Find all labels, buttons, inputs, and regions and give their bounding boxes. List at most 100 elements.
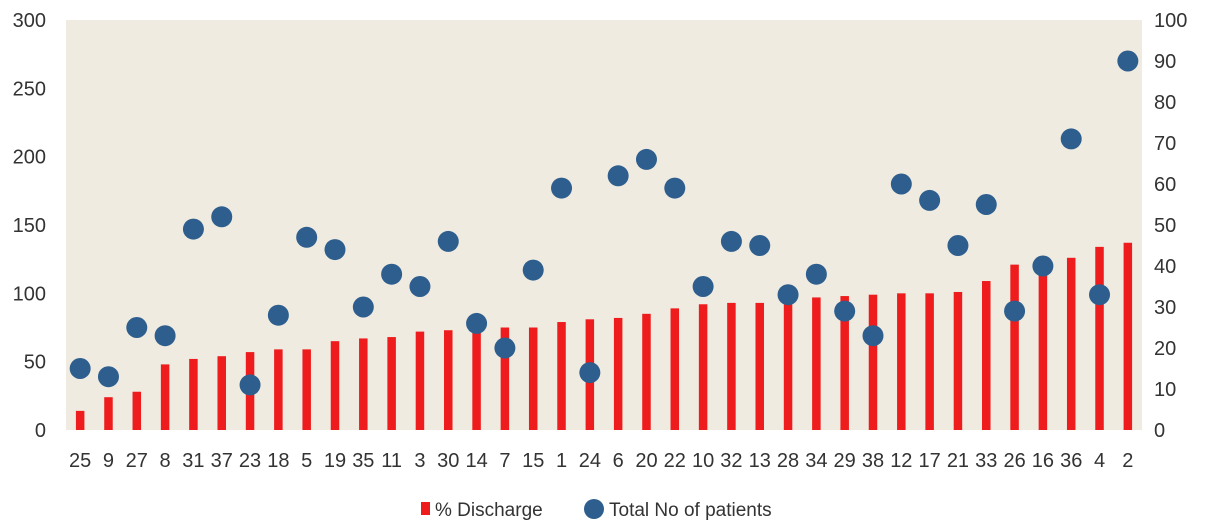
right-axis-tick-label: 60 [1154, 174, 1176, 196]
left-axis-tick-label: 250 [13, 78, 46, 100]
left-axis-tick-label: 150 [13, 215, 46, 237]
left-axis-tick-label: 0 [35, 420, 46, 442]
left-axis-ticks: 0 50 100 150 200 250 300 [13, 10, 46, 442]
x-axis-tick-label: 25 [69, 450, 91, 472]
x-axis-tick-label: 34 [805, 450, 827, 472]
point-patients-31 [182, 218, 204, 240]
point-patients-21 [947, 235, 969, 256]
bar-discharge-37 [217, 356, 226, 430]
x-axis-tick-label: 28 [777, 450, 799, 472]
right-axis-tick-label: 90 [1154, 51, 1176, 73]
bar-discharge-4 [1095, 246, 1104, 430]
x-axis-tick-label: 7 [499, 450, 510, 472]
point-patients-38 [862, 325, 884, 347]
bar-discharge-15 [528, 327, 538, 430]
point-patients-18 [267, 304, 289, 326]
bar-discharge-34 [812, 297, 821, 430]
point-patients-36 [1060, 128, 1082, 150]
bar-discharge-25 [75, 410, 85, 430]
right-axis-tick-label: 70 [1154, 133, 1176, 155]
bar-discharge-19 [330, 341, 340, 430]
point-patients-12 [890, 173, 912, 195]
point-patients-17 [919, 189, 941, 211]
point-patients-2 [1117, 50, 1139, 72]
point-patients-3 [409, 276, 431, 297]
point-patients-11 [381, 263, 403, 285]
right-axis-tick-label: 10 [1154, 379, 1176, 401]
bar-discharge-6 [613, 317, 623, 430]
point-patients-16 [1032, 255, 1054, 277]
point-patients-15 [522, 259, 544, 281]
x-axis-tick-label: 9 [103, 450, 114, 472]
x-axis-tick-label: 20 [635, 450, 657, 472]
bar-discharge-38 [868, 294, 878, 430]
x-axis-tick-label: 19 [324, 450, 346, 472]
x-axis-tick-label: 38 [862, 450, 884, 472]
right-axis-tick-label: 20 [1154, 338, 1176, 360]
x-axis-tick-label: 31 [182, 450, 204, 472]
x-axis-tick-label: 24 [579, 450, 601, 472]
point-patients-4 [1089, 284, 1111, 306]
point-patients-30 [437, 230, 459, 252]
right-axis-tick-label: 40 [1154, 256, 1176, 278]
bar-discharge-20 [642, 313, 651, 430]
legend-label-discharge: % Discharge [435, 500, 543, 520]
point-patients-26 [1004, 300, 1026, 322]
x-axis-tick-label: 22 [664, 450, 686, 472]
point-patients-28 [777, 284, 799, 306]
bar-discharge-21 [953, 291, 963, 430]
point-patients-35 [352, 296, 374, 318]
bar-discharge-17 [925, 293, 934, 430]
bar-discharge-36 [1066, 257, 1076, 430]
bar-discharge-32 [727, 302, 736, 430]
bar-discharge-8 [160, 364, 170, 430]
point-patients-5 [296, 226, 318, 248]
bar-discharge-27 [132, 391, 142, 430]
x-axis-tick-label: 16 [1032, 450, 1054, 472]
right-axis-tick-label: 100 [1154, 10, 1187, 32]
point-patients-13 [749, 235, 771, 256]
x-axis-tick-label: 14 [465, 450, 487, 472]
point-patients-1 [551, 177, 573, 199]
bar-discharge-3 [415, 331, 425, 430]
left-axis-tick-label: 100 [13, 283, 46, 305]
bar-discharge-1 [557, 322, 566, 430]
x-axis-tick-label: 10 [692, 450, 714, 472]
x-axis-tick-label: 2 [1122, 450, 1133, 472]
right-axis-tick-label: 80 [1154, 92, 1176, 114]
point-patients-10 [692, 276, 714, 297]
bar-discharge-16 [1038, 263, 1048, 430]
x-axis-tick-label: 21 [947, 450, 969, 472]
bar-discharge-22 [670, 308, 680, 430]
point-patients-19 [324, 239, 346, 261]
point-patients-32 [720, 230, 742, 252]
point-patients-23 [239, 374, 261, 396]
bar-discharge-13 [755, 302, 764, 430]
point-patients-14 [466, 312, 488, 334]
point-patients-7 [494, 337, 516, 359]
bar-discharge-9 [104, 397, 113, 430]
point-patients-34 [805, 263, 827, 285]
point-patients-37 [211, 206, 233, 228]
bar-discharge-31 [189, 358, 198, 430]
point-patients-24 [579, 362, 601, 384]
x-axis-tick-label: 27 [126, 450, 148, 472]
x-axis-tick-label: 29 [834, 450, 856, 472]
x-axis-tick-label: 3 [414, 450, 425, 472]
right-axis-tick-label: 30 [1154, 297, 1176, 319]
x-axis-tick-label: 37 [211, 450, 233, 472]
bar-discharge-33 [982, 281, 991, 430]
point-patients-20 [635, 148, 657, 170]
x-axis-ticks: 25 9 27 8 31 37 23 18 5 19 35 11 3 30 14 7 15 1 24 6 20 22 10 3… [69, 450, 1133, 472]
point-patients-29 [834, 300, 856, 322]
x-axis-tick-label: 8 [160, 450, 171, 472]
right-axis-tick-label: 0 [1154, 420, 1165, 442]
legend-swatch-discharge [421, 502, 430, 515]
x-axis-tick-label: 12 [890, 450, 912, 472]
left-axis-tick-label: 200 [13, 147, 46, 169]
bar-discharge-29 [840, 296, 849, 430]
x-axis-tick-label: 17 [919, 450, 941, 472]
bar-discharge-7 [500, 327, 510, 430]
